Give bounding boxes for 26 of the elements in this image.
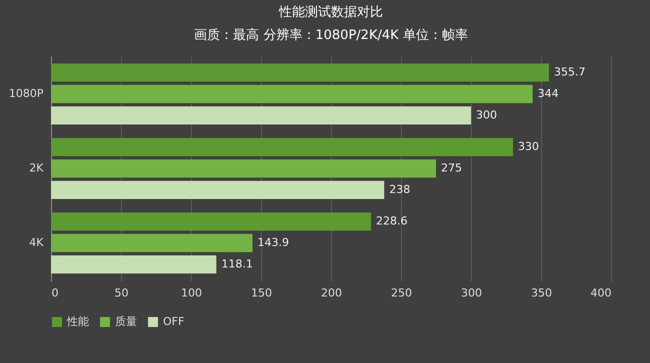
data-label: 344: [538, 86, 559, 100]
x-tick-label: 0: [52, 286, 58, 300]
x-tick-label: 100: [181, 286, 202, 300]
legend-label: 性能: [66, 315, 89, 328]
x-tick-label: 350: [531, 286, 552, 300]
data-label: 143.9: [257, 236, 289, 250]
data-label: 275: [441, 162, 462, 174]
x-tick-label: 150: [251, 286, 272, 300]
x-tick-label: 300: [461, 286, 482, 300]
data-label: 118.1: [221, 257, 253, 270]
y-tick-label: 1080P: [8, 86, 44, 100]
x-tick-label: 50: [114, 286, 128, 300]
legend-label: OFF: [163, 315, 184, 328]
chart-title: 性能测试数据对比: [278, 5, 383, 20]
data-label: 330: [518, 140, 539, 154]
y-tick-label: 4K: [29, 236, 44, 250]
legend-label: 质量: [115, 315, 137, 328]
data-label: 228.6: [376, 214, 408, 228]
x-tick-label: 400: [590, 286, 612, 300]
data-label: 300: [476, 108, 497, 122]
x-tick-label: 200: [321, 286, 342, 300]
data-label: 238: [389, 182, 410, 196]
x-tick-label: 250: [391, 286, 412, 300]
chart-subtitle: 画质：最高 分辨率：1080P/2K/4K 单位：帧率: [194, 27, 468, 43]
data-label: 355.7: [554, 66, 586, 79]
y-tick-label: 2K: [29, 162, 44, 174]
